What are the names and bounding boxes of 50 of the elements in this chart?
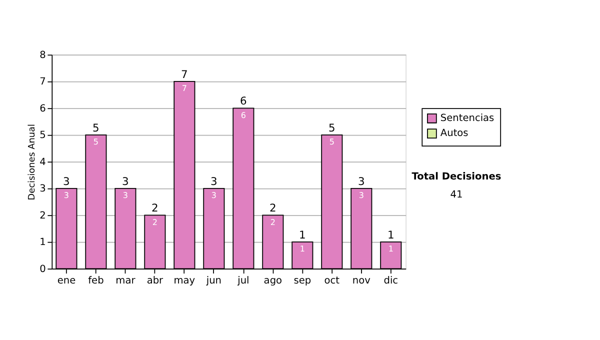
total-label: 3 bbox=[210, 174, 218, 188]
y-tick-label: 4 bbox=[40, 156, 46, 168]
x-tick-label: abr bbox=[146, 275, 164, 286]
data-label: 5 bbox=[93, 138, 99, 147]
data-label: 5 bbox=[329, 138, 334, 147]
y-tick-label: 2 bbox=[40, 210, 46, 222]
data-label: 2 bbox=[270, 218, 276, 227]
data-label: 2 bbox=[152, 218, 158, 227]
data-label: 6 bbox=[240, 110, 246, 120]
x-tick-label: nov bbox=[352, 275, 371, 286]
x-tick-label: mar bbox=[116, 275, 136, 286]
y-tick-label: 8 bbox=[40, 50, 46, 61]
data-label: 1 bbox=[388, 244, 394, 254]
total-label: 3 bbox=[358, 174, 365, 188]
data-label: 3 bbox=[211, 191, 216, 200]
data-label: 7 bbox=[182, 84, 187, 94]
total-label: 3 bbox=[63, 174, 70, 188]
total-label: 5 bbox=[328, 121, 336, 134]
total-label: 6 bbox=[240, 94, 248, 108]
total-label: 7 bbox=[181, 68, 188, 81]
total-label: 1 bbox=[387, 228, 394, 242]
total-label: 2 bbox=[152, 202, 158, 215]
data-label: 3 bbox=[358, 191, 364, 200]
y-tick-label: 6 bbox=[40, 103, 46, 114]
x-tick-label: oct bbox=[324, 275, 340, 286]
y-tick-label: 7 bbox=[40, 76, 46, 88]
data-label: 3 bbox=[122, 191, 128, 200]
x-tick-label: ago bbox=[264, 275, 282, 286]
total-label: 5 bbox=[92, 121, 100, 134]
y-tick-label: 5 bbox=[40, 130, 46, 142]
x-tick-label: jul bbox=[236, 275, 250, 286]
legend-label: Autos bbox=[440, 128, 468, 140]
total-label: 1 bbox=[299, 228, 306, 242]
y-tick-label: 0 bbox=[40, 264, 46, 275]
total-label: 2 bbox=[270, 202, 276, 215]
data-label: 1 bbox=[300, 244, 305, 254]
data-label: 3 bbox=[64, 191, 70, 200]
x-tick-label: feb bbox=[88, 275, 104, 286]
total-label: 3 bbox=[122, 174, 129, 188]
x-tick-label: dic bbox=[384, 275, 398, 286]
x-tick-label: sep bbox=[294, 275, 312, 286]
legend-label: Sentencias bbox=[440, 113, 494, 124]
y-axis-title: Decisiones Anual bbox=[27, 124, 38, 200]
x-tick-label: may bbox=[174, 275, 196, 286]
x-tick-label: jun bbox=[205, 275, 222, 286]
y-tick-label: 3 bbox=[40, 184, 46, 195]
text: 41 bbox=[450, 189, 463, 200]
x-tick-label: ene bbox=[57, 275, 76, 286]
text: Total Decisiones bbox=[412, 171, 502, 182]
y-tick-label: 1 bbox=[40, 237, 46, 248]
